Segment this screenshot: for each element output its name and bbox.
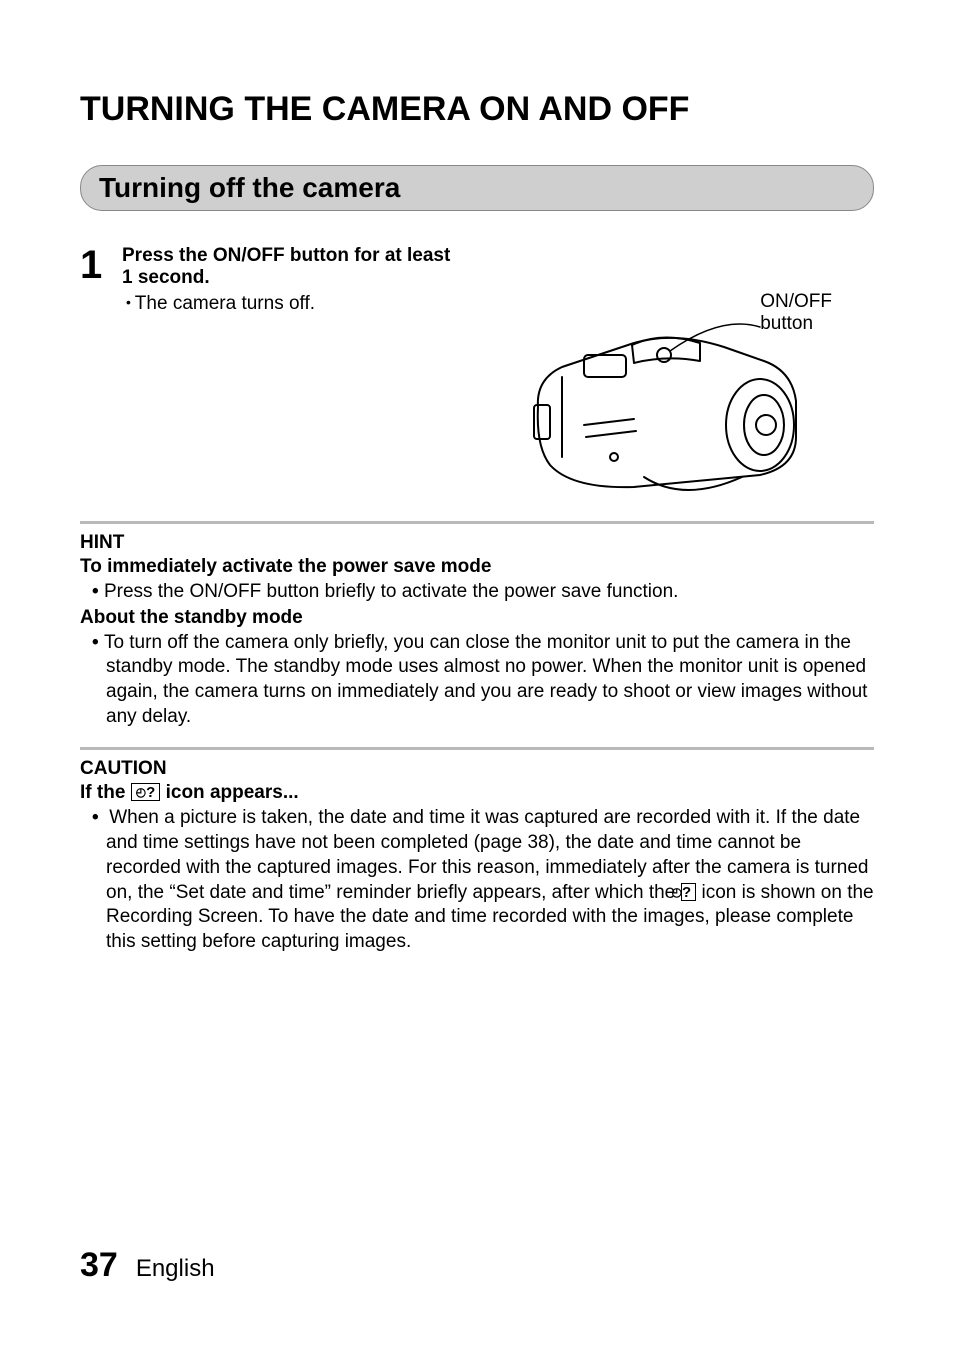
hint-item-1: Press the ON/OFF button briefly to activ… [106,580,874,605]
hint-subtitle-1: To immediately activate the power save m… [80,556,874,578]
caution-list: When a picture is taken, the date and ti… [80,806,874,954]
caution-title: CAUTION [80,758,874,780]
caution-subtitle: If the ◴? icon appears... [80,782,874,804]
page-title: TURNING THE CAMERA ON AND OFF [80,90,874,129]
clock-question-icon: ◴? [681,883,697,901]
caution-item: When a picture is taken, the date and ti… [106,806,874,954]
page-number: 37 [80,1246,118,1285]
clock-question-icon: ◴? [131,783,161,801]
hint-item-2: To turn off the camera only briefly, you… [106,631,874,730]
hint-list-1: Press the ON/OFF button briefly to activ… [80,580,874,605]
divider [80,747,874,750]
language-label: English [136,1255,215,1283]
step-number: 1 [80,245,108,285]
caution-sub-prefix: If the [80,782,131,803]
hint-subtitle-2: About the standby mode [80,607,874,629]
step-instruction-line1: Press the ON/OFF button for at least [122,245,874,267]
step-instruction-line2: 1 second. [122,267,874,289]
hint-title: HINT [80,532,874,554]
camera-illustration: ON/OFF button [514,287,874,497]
divider [80,521,874,524]
icon-text: ? [146,784,155,801]
icon-text-2: ? [682,884,691,901]
caution-sub-suffix: icon appears... [166,782,299,803]
section-subtitle: Turning off the camera [80,165,874,211]
hint-list-2: To turn off the camera only briefly, you… [80,631,874,730]
camera-svg [514,307,834,497]
page-footer: 37 English [80,1246,215,1285]
manual-page: TURNING THE CAMERA ON AND OFF Turning of… [0,0,954,1345]
